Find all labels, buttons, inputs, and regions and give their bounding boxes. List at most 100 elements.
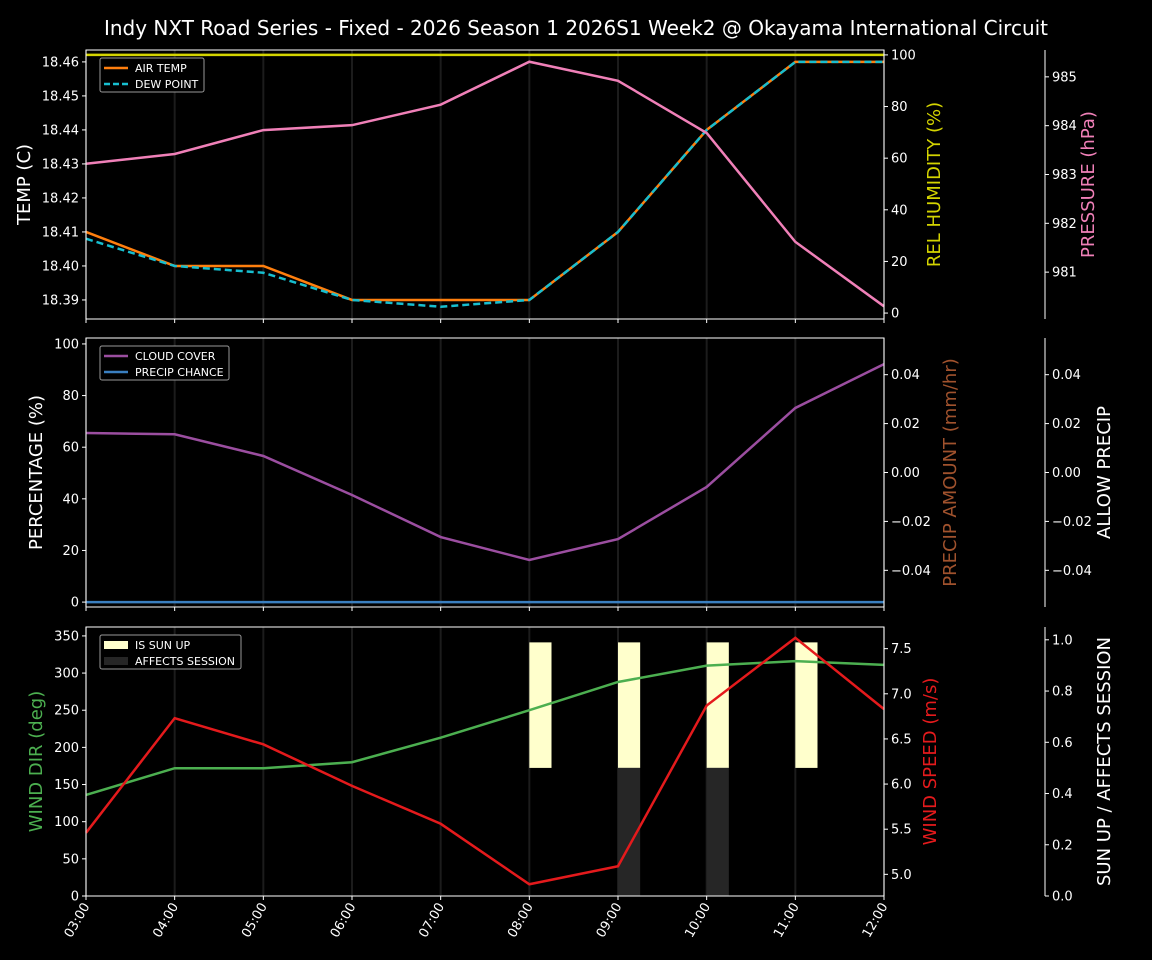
axis-label-right2: ALLOW PRECIP — [1094, 406, 1115, 539]
tick-label: 40 — [62, 492, 79, 507]
tick-label: −0.02 — [891, 515, 931, 530]
series-line-air-temp — [85, 60, 884, 302]
axis-label-left: WIND DIR (deg) — [26, 691, 47, 833]
x-tick-label: 07:00 — [416, 901, 448, 941]
tick-label: 18.40 — [42, 259, 79, 274]
tick-label: 80 — [891, 100, 908, 115]
tick-label: 0 — [71, 890, 79, 905]
legend-label: DEW POINT — [135, 78, 199, 91]
legend-swatch — [104, 657, 128, 665]
axis-label-left: PERCENTAGE (%) — [26, 395, 47, 550]
axis-label-left: TEMP (C) — [14, 144, 35, 226]
tick-label: 0.00 — [1052, 466, 1081, 481]
x-tick-label: 05:00 — [239, 901, 271, 941]
x-tick-label: 12:00 — [860, 901, 892, 941]
tick-label: −0.02 — [1052, 515, 1092, 530]
series-line-right1 — [85, 636, 885, 886]
panel-1: 18.39 18.40 18.41 18.42 18.43 18.44 18.45 18.46… — [14, 48, 1099, 323]
x-tick-label: 04:00 — [150, 901, 182, 941]
x-tick-label: 03:00 — [62, 901, 94, 941]
legend-label: PRECIP CHANCE — [135, 366, 224, 379]
series-line-left — [85, 659, 885, 797]
tick-label: 5.0 — [891, 868, 912, 883]
tick-label: 0.4 — [1052, 787, 1073, 802]
legend-swatch — [104, 641, 128, 649]
series-line-dew-point — [85, 60, 884, 309]
legend-box — [99, 345, 230, 381]
tick-label: 20 — [891, 255, 908, 270]
tick-label: 250 — [54, 704, 79, 719]
tick-label: 0.2 — [1052, 838, 1073, 853]
bar-affects-session — [706, 767, 729, 896]
tick-label: 0.00 — [891, 466, 920, 481]
x-tick-label: 06:00 — [328, 901, 360, 941]
tick-label: 5.5 — [891, 823, 912, 838]
tick-label: 0.02 — [1052, 417, 1081, 432]
tick-label: −0.04 — [1052, 564, 1092, 579]
series-line-right2 — [85, 60, 885, 308]
bar-is-sun-up — [529, 642, 552, 768]
tick-label: 300 — [54, 667, 79, 682]
tick-label: 981 — [1052, 266, 1077, 281]
legend: AIR TEMP DEW POINT — [99, 57, 205, 93]
axis-label-right1: WIND SPEED (m/s) — [920, 678, 941, 846]
x-tick-label: 09:00 — [594, 901, 626, 941]
legend-label: AIR TEMP — [135, 62, 187, 75]
tick-label: 6.5 — [891, 732, 912, 747]
tick-label: 0.02 — [891, 417, 920, 432]
tick-label: 0.04 — [891, 368, 920, 383]
tick-label: 18.43 — [42, 157, 79, 172]
axis-label-right1: REL HUMIDITY (%) — [924, 102, 945, 267]
tick-label: 0.8 — [1052, 685, 1073, 700]
bar-is-sun-up — [618, 642, 641, 768]
tick-label: 60 — [891, 152, 908, 167]
axis-label-right1: PRECIP AMOUNT (mm/hr) — [940, 358, 961, 587]
tick-label: 18.45 — [42, 89, 79, 104]
tick-label: 100 — [54, 815, 79, 830]
tick-label: 50 — [62, 852, 79, 867]
tick-label: 40 — [891, 203, 908, 218]
axis-label-right2: SUN UP / AFFECTS SESSION — [1094, 637, 1115, 886]
x-tick-label: 10:00 — [682, 901, 714, 941]
x-tick-label: 11:00 — [771, 901, 803, 941]
tick-label: −0.04 — [891, 564, 931, 579]
legend-box — [99, 634, 242, 670]
panel-2: 0 20 40 60 80 100 PERCENTAGE (%) −0.04 −0.02 0.00… — [26, 337, 1115, 611]
x-tick-label: 08:00 — [505, 901, 537, 941]
tick-label: 200 — [54, 741, 79, 756]
tick-label: 0.0 — [1052, 890, 1073, 905]
tick-label: 18.41 — [42, 225, 79, 240]
tick-label: 18.39 — [42, 293, 79, 308]
bar-is-sun-up — [795, 642, 818, 768]
tick-label: 1.0 — [1052, 633, 1073, 648]
axis-label-right2: PRESSURE (hPa) — [1078, 111, 1099, 258]
tick-label: 60 — [62, 441, 79, 456]
tick-label: 0.04 — [1052, 368, 1081, 383]
tick-label: 150 — [54, 778, 79, 793]
tick-label: 350 — [54, 629, 79, 644]
tick-label: 985 — [1052, 70, 1077, 85]
tick-label: 984 — [1052, 119, 1077, 134]
tick-label: 7.5 — [891, 642, 912, 657]
plot-frame — [85, 49, 885, 320]
tick-label: 18.46 — [42, 55, 79, 70]
chart-title: Indy NXT Road Series - Fixed - 2026 Seas… — [104, 16, 1048, 40]
tick-label: 18.44 — [42, 123, 79, 138]
panel-3: 0 50 100 150 200 250 300 350 WIND DIR (deg) 5.0 5.… — [26, 626, 1115, 941]
tick-label: 983 — [1052, 168, 1077, 183]
tick-label: 18.42 — [42, 191, 79, 206]
legend-label: AFFECTS SESSION — [135, 655, 235, 668]
tick-label: 80 — [62, 389, 79, 404]
legend-label: CLOUD COVER — [135, 350, 216, 363]
tick-label: 7.0 — [891, 687, 912, 702]
tick-label: 0 — [891, 307, 899, 322]
series-line-cloud-cover — [85, 362, 885, 562]
tick-label: 6.0 — [891, 778, 912, 793]
tick-label: 0 — [71, 596, 79, 611]
tick-label: 20 — [62, 544, 79, 559]
bar-affects-session — [618, 767, 641, 896]
tick-label: 100 — [891, 48, 916, 63]
plot-frame — [85, 626, 885, 897]
legend: CLOUD COVER PRECIP CHANCE — [99, 345, 230, 381]
